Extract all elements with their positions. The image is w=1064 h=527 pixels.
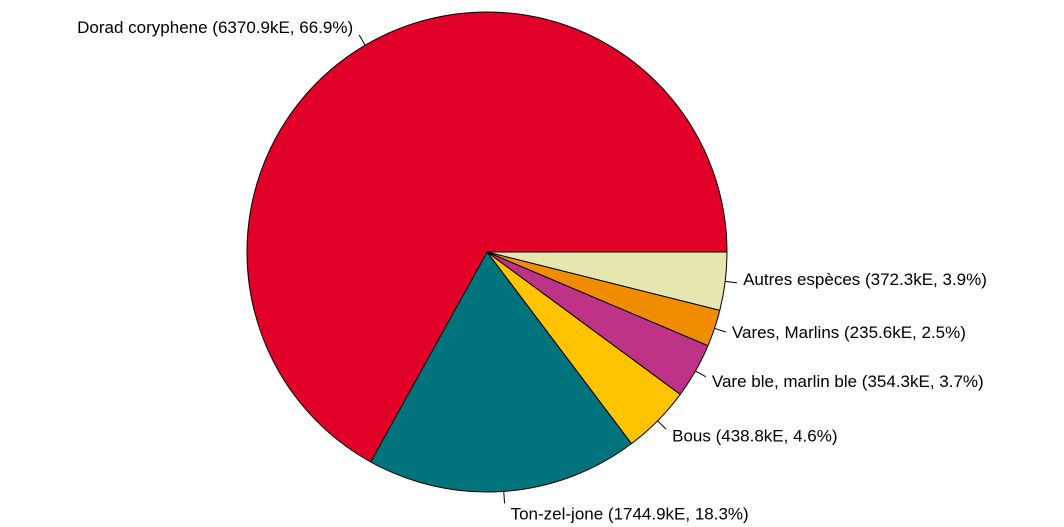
leader-line [657, 420, 667, 430]
pie-slice [369, 251, 633, 493]
pie-slice [246, 11, 728, 463]
leader-line [725, 280, 738, 284]
pie-slices [246, 11, 728, 493]
slice-label: Bous (438.8kE, 4.6%) [672, 426, 837, 445]
slice-label: Vares, Marlins (235.6kE, 2.5%) [732, 323, 966, 342]
slice-label: Autres espèces (372.3kE, 3.9%) [743, 270, 987, 289]
slice-label: Dorad coryphene (6370.9kE, 66.9%) [77, 18, 353, 37]
pie-labels: Autres espèces (372.3kE, 3.9%) Vares, Mar… [77, 18, 987, 524]
leader-line [714, 327, 727, 333]
slice-label: Ton-zel-jone (1744.9kE, 18.3%) [511, 504, 749, 523]
leader-line [503, 491, 506, 504]
slice-label: Vare ble, marlin ble (354.3kE, 3.7%) [712, 372, 984, 391]
leader-line [695, 370, 707, 378]
leader-line [358, 34, 366, 46]
